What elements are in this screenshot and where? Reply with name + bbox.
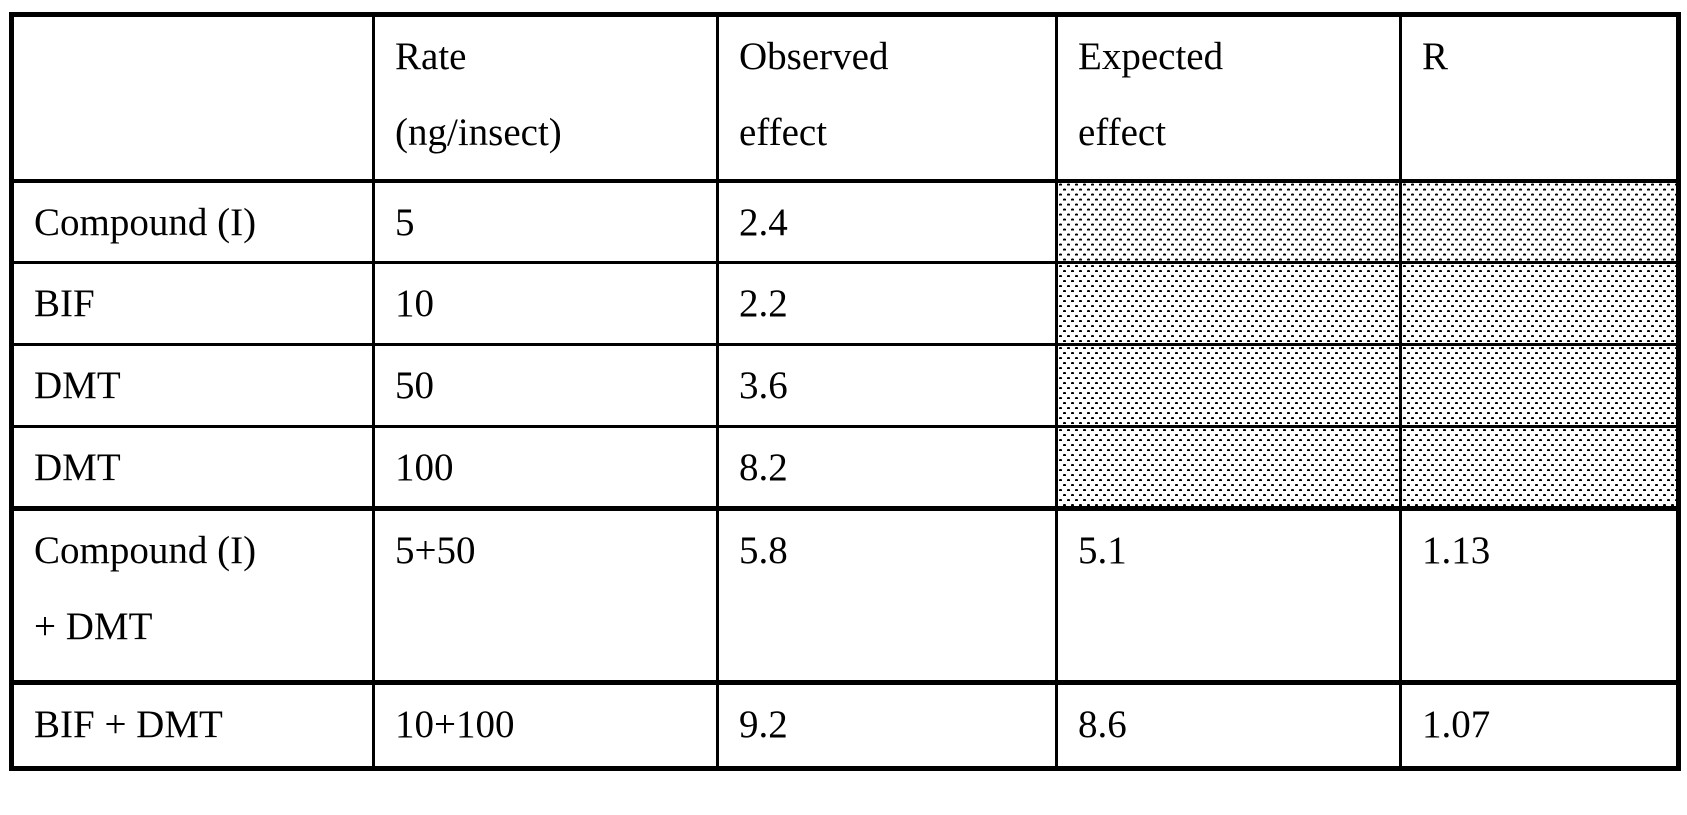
table-row: BIF + DMT 10+100 9.2 8.6 1.07 bbox=[10, 680, 1680, 771]
header-row: Rate (ng/insect) Observed effect Expecte… bbox=[10, 13, 1680, 183]
header-observed-effect: Observed effect bbox=[716, 13, 1058, 183]
treatment-cell: BIF bbox=[10, 261, 375, 346]
r-value-cell bbox=[1399, 424, 1680, 511]
header-rate: Rate (ng/insect) bbox=[372, 13, 719, 183]
header-treatment bbox=[10, 13, 375, 183]
expected-effect-cell bbox=[1055, 179, 1402, 264]
r-value-cell bbox=[1399, 343, 1680, 428]
header-text: Rate bbox=[395, 35, 467, 78]
synergy-results-table: Rate (ng/insect) Observed effect Expecte… bbox=[9, 12, 1681, 772]
expected-effect-cell bbox=[1055, 343, 1402, 428]
table-row: DMT 100 8.2 bbox=[10, 424, 1680, 511]
expected-effect-cell: 8.6 bbox=[1055, 680, 1402, 771]
observed-effect-cell: 5.8 bbox=[716, 506, 1058, 685]
header-text bbox=[1422, 95, 1666, 171]
expected-effect-cell bbox=[1055, 424, 1402, 511]
treatment-line: Compound (I) bbox=[34, 529, 257, 573]
header-r: R bbox=[1399, 13, 1680, 183]
header-text: Observed bbox=[739, 35, 889, 78]
rate-cell: 100 bbox=[372, 424, 719, 511]
header-text: R bbox=[1422, 35, 1449, 78]
header-expected-effect: Expected effect bbox=[1055, 13, 1402, 183]
treatment-line: + DMT bbox=[34, 605, 153, 649]
rate-cell: 5+50 bbox=[372, 506, 719, 685]
r-value-cell: 1.07 bbox=[1399, 680, 1680, 771]
expected-effect-cell: 5.1 bbox=[1055, 506, 1402, 685]
observed-effect-cell: 2.4 bbox=[716, 179, 1058, 264]
observed-effect-cell: 9.2 bbox=[716, 680, 1058, 771]
treatment-cell: BIF + DMT bbox=[10, 680, 375, 771]
header-text: effect bbox=[739, 111, 828, 155]
observed-effect-cell: 2.2 bbox=[716, 261, 1058, 346]
table-row: Compound (I) + DMT 5+50 5.8 5.1 1.13 bbox=[10, 506, 1680, 685]
rate-cell: 50 bbox=[372, 343, 719, 428]
header-text: (ng/insect) bbox=[395, 111, 562, 155]
treatment-cell: Compound (I) + DMT bbox=[10, 506, 375, 685]
header-text bbox=[34, 95, 362, 171]
table-header: Rate (ng/insect) Observed effect Expecte… bbox=[10, 13, 1680, 183]
r-value-cell bbox=[1399, 261, 1680, 346]
rate-cell: 10 bbox=[372, 261, 719, 346]
header-text: effect bbox=[1078, 111, 1167, 155]
table-row: Compound (I) 5 2.4 bbox=[10, 179, 1680, 264]
treatment-cell: Compound (I) bbox=[10, 179, 375, 264]
table-body: Compound (I) 5 2.4 BIF 10 2.2 DMT 50 3.6 DMT 100 8.… bbox=[10, 179, 1680, 771]
treatment-cell: DMT bbox=[10, 343, 375, 428]
observed-effect-cell: 8.2 bbox=[716, 424, 1058, 511]
r-value-cell: 1.13 bbox=[1399, 506, 1680, 685]
rate-cell: 10+100 bbox=[372, 680, 719, 771]
r-value-cell bbox=[1399, 179, 1680, 264]
header-text bbox=[34, 19, 362, 95]
observed-effect-cell: 3.6 bbox=[716, 343, 1058, 428]
rate-cell: 5 bbox=[372, 179, 719, 264]
header-text: Expected bbox=[1078, 35, 1224, 78]
expected-effect-cell bbox=[1055, 261, 1402, 346]
treatment-cell: DMT bbox=[10, 424, 375, 511]
table-row: BIF 10 2.2 bbox=[10, 261, 1680, 346]
table-row: DMT 50 3.6 bbox=[10, 343, 1680, 428]
